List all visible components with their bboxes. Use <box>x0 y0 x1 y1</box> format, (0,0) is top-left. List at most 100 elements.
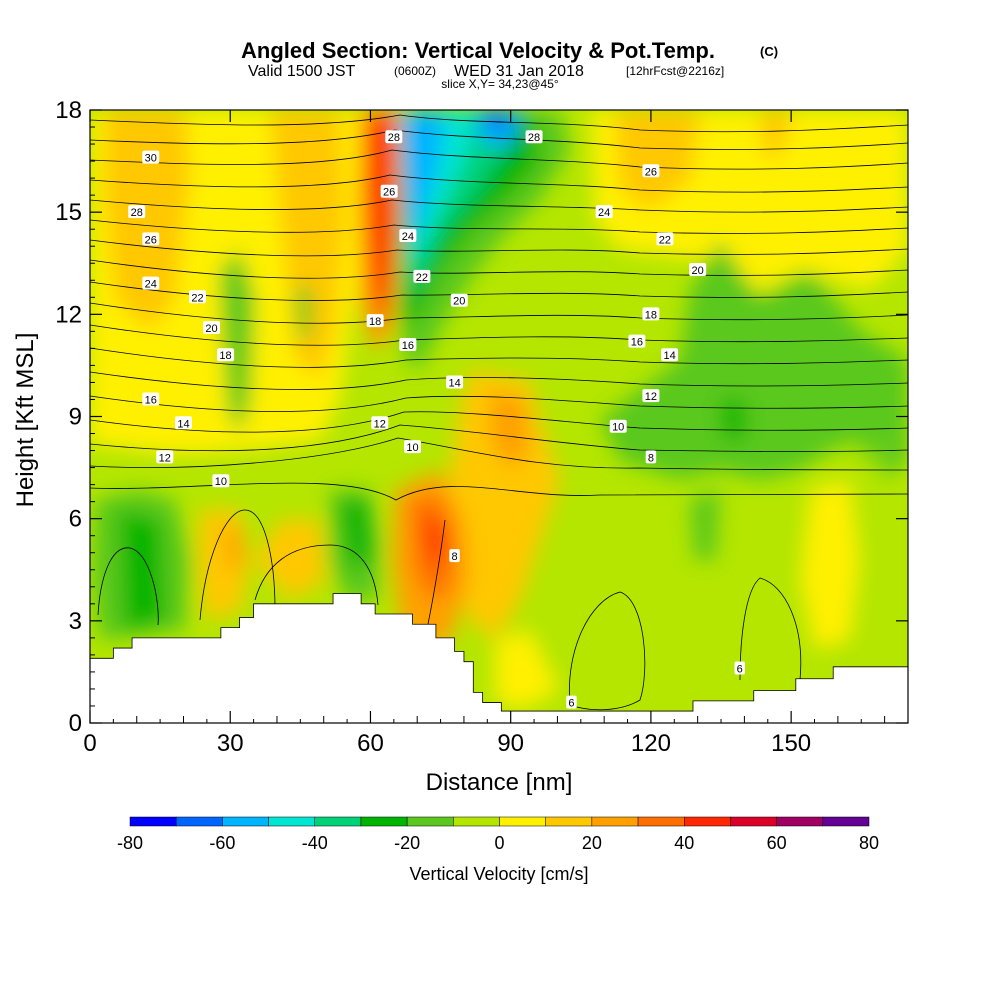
theta-label-text: 14 <box>663 350 675 362</box>
y-tick-label: 3 <box>69 608 82 635</box>
theta-label: 26 <box>642 164 660 178</box>
colorbar-swatch <box>591 816 639 827</box>
colorbar-swatch <box>222 816 269 827</box>
theta-label: 24 <box>595 205 613 219</box>
valid-time-c: WED 31 Jan 2018 <box>454 63 584 80</box>
valid-time-d: [12hrFcst@2216z] <box>626 64 724 78</box>
theta-label: 8 <box>645 450 657 464</box>
theta-label-text: 28 <box>388 132 400 144</box>
theta-label-text: 22 <box>416 272 428 284</box>
theta-contour-labels: 30 28 26 24 22 20 18 16 14 12 10 28 26 24 22 20 18 16 14 12… <box>128 130 745 710</box>
theta-label-text: 26 <box>645 166 657 178</box>
colorbar-tick-label: 20 <box>582 833 602 853</box>
theta-label: 20 <box>689 263 707 277</box>
y-tick-label: 0 <box>69 710 82 737</box>
theta-label: 12 <box>371 416 389 430</box>
theta-label: 6 <box>734 661 745 676</box>
theta-label: 12 <box>642 389 660 403</box>
theta-label-text: 20 <box>205 323 217 335</box>
theta-label-text: 18 <box>645 309 657 321</box>
valid-time-b: (0600Z) <box>394 64 436 78</box>
theta-label-text: 8 <box>648 452 654 464</box>
theta-label-text: 26 <box>383 187 395 199</box>
colorbar-tick-label: -60 <box>209 833 235 853</box>
colorbar-tick-label: -40 <box>302 833 328 853</box>
colorbar-tick-label: 80 <box>859 833 879 853</box>
chart-title: Angled Section: Vertical Velocity & Pot.… <box>241 38 715 63</box>
theta-label-text: 10 <box>612 422 624 434</box>
theta-label: 20 <box>203 320 221 335</box>
theta-label: 10 <box>212 474 230 488</box>
colorbar-swatch <box>776 816 824 827</box>
theta-label: 10 <box>404 440 422 454</box>
theta-label-text: 16 <box>402 340 414 352</box>
theta-label-text: 20 <box>692 265 704 277</box>
colorbar-tick-label: 0 <box>494 833 504 853</box>
y-tick-label: 12 <box>55 301 82 328</box>
theta-label: 18 <box>642 307 660 321</box>
theta-label-text: 24 <box>402 231 414 243</box>
x-tick-label: 150 <box>771 730 811 757</box>
theta-label-text: 14 <box>448 377 460 389</box>
colorbar-swatch <box>175 816 223 827</box>
terrain <box>90 593 908 723</box>
colorbar-swatch <box>545 816 593 827</box>
colorbar-swatch <box>360 816 408 827</box>
colorbar-swatch <box>314 816 362 827</box>
y-tick-label: 15 <box>55 199 82 226</box>
colorbar-tick-label: -80 <box>117 833 143 853</box>
x-axis: 0 30 60 90 120 150 <box>83 110 886 757</box>
y-tick-label: 18 <box>55 97 82 124</box>
x-tick-label: 120 <box>631 730 671 757</box>
theta-label-text: 16 <box>145 394 157 406</box>
theta-label: 14 <box>661 348 679 362</box>
theta-label: 26 <box>142 232 160 246</box>
theta-label: 28 <box>385 130 403 144</box>
colorbar-swatch <box>453 816 500 827</box>
x-axis-label: Distance [nm] <box>426 769 573 796</box>
theta-label: 14 <box>446 375 464 389</box>
theta-label-text: 18 <box>219 350 231 362</box>
theta-label-text: 14 <box>177 418 189 430</box>
theta-label-text: 6 <box>737 664 743 676</box>
theta-label: 16 <box>142 392 160 406</box>
colorbar-swatch <box>499 816 546 827</box>
theta-label: 22 <box>413 269 431 284</box>
y-axis-label: Height [Kft MSL] <box>12 333 39 508</box>
colorbar-swatch <box>268 816 315 827</box>
theta-label: 6 <box>566 695 577 710</box>
theta-label: 22 <box>189 290 207 304</box>
theta-label: 16 <box>628 334 646 349</box>
theta-label-text: 12 <box>374 418 386 430</box>
theta-label: 22 <box>656 232 674 246</box>
theta-label: 20 <box>450 293 468 308</box>
theta-label: 14 <box>174 416 192 430</box>
theta-label-text: 20 <box>453 296 465 308</box>
theta-label-text: 28 <box>131 207 143 219</box>
theta-label: 16 <box>399 337 417 352</box>
x-tick-label: 60 <box>357 730 384 757</box>
theta-label-text: 12 <box>645 391 657 403</box>
theta-label: 8 <box>449 549 460 563</box>
valid-time-a: Valid 1500 JST <box>248 63 356 80</box>
theta-label-text: 10 <box>406 442 418 454</box>
colorbar-swatch <box>406 816 454 827</box>
theta-label: 10 <box>609 419 627 434</box>
colorbar-tick-label: 40 <box>674 833 694 853</box>
slice-info: slice X,Y= 34,23@45° <box>441 77 559 91</box>
theta-label: 28 <box>525 130 543 144</box>
theta-label: 24 <box>142 276 160 291</box>
theta-label-text: 28 <box>528 132 540 144</box>
theta-label-text: 16 <box>631 337 643 349</box>
y-tick-label: 9 <box>69 404 82 431</box>
theta-label-text: 10 <box>215 476 227 488</box>
theta-label-text: 24 <box>145 279 157 291</box>
theta-label-text: 6 <box>568 698 574 710</box>
theta-label-text: 24 <box>598 207 610 219</box>
x-tick-label: 30 <box>217 730 244 757</box>
velocity-field: 30 28 26 24 22 20 18 16 14 12 10 28 26 24 22 20 18 16 14 12… <box>90 110 908 723</box>
theta-label-text: 12 <box>159 452 171 464</box>
theta-label-text: 30 <box>145 153 157 165</box>
theta-label: 26 <box>380 184 398 199</box>
colorbar: -80 -60 -40 -20 0 20 40 60 80 <box>117 816 879 853</box>
